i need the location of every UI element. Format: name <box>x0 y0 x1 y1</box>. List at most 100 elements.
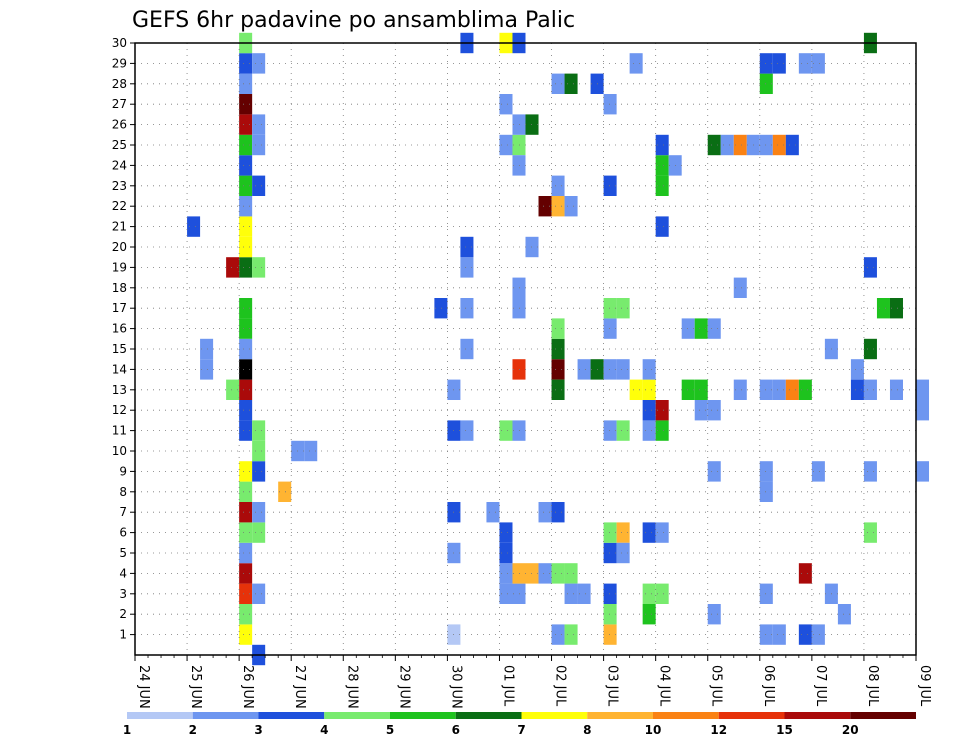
precip-cell <box>616 420 630 441</box>
precip-cell <box>863 257 877 278</box>
precip-cell <box>655 522 669 543</box>
precip-cell <box>707 604 721 625</box>
precip-cell <box>629 379 643 400</box>
precip-cell <box>252 175 266 196</box>
precip-cell <box>512 359 526 380</box>
y-tick-label: 29 <box>112 56 127 70</box>
precip-cell <box>603 298 617 319</box>
precip-cell <box>538 196 552 217</box>
chart-title: GEFS 6hr padavine po ansamblima Palic <box>132 8 575 33</box>
precip-cell <box>239 379 253 400</box>
x-tick-label: 08 JUL <box>865 665 880 707</box>
legend-swatch <box>258 712 325 719</box>
x-tick-label: 25 JUN <box>188 665 203 709</box>
y-tick-label: 4 <box>119 566 127 580</box>
precip-cell <box>603 542 617 564</box>
precip-cell <box>785 134 799 156</box>
precip-cell <box>525 563 539 584</box>
precip-cell <box>252 53 266 74</box>
precip-cell <box>239 481 253 502</box>
precip-cell <box>239 53 253 74</box>
precip-cell <box>252 583 266 604</box>
precip-cell <box>200 338 214 360</box>
legend-label: 10 <box>645 723 662 737</box>
legend-swatch <box>455 712 522 719</box>
y-tick-label: 13 <box>112 383 127 397</box>
precip-cell <box>499 522 513 543</box>
precip-cell <box>785 379 799 400</box>
precip-cell <box>460 257 474 278</box>
precip-cell <box>551 359 565 380</box>
y-tick-label: 27 <box>112 97 127 111</box>
precip-cell <box>577 359 591 380</box>
precip-cell <box>629 53 643 74</box>
precip-cell <box>551 318 565 339</box>
precip-cell <box>486 502 500 523</box>
y-tick-label: 1 <box>119 628 127 642</box>
precip-cell <box>759 53 773 74</box>
precip-cell <box>655 400 669 421</box>
precip-cell <box>239 175 253 196</box>
x-tick-label: 29 JUN <box>396 665 411 709</box>
precip-cell <box>798 624 812 645</box>
precip-cell <box>252 114 266 135</box>
precip-cell <box>551 73 565 94</box>
precip-cell <box>239 134 253 156</box>
precip-cell <box>577 583 591 604</box>
precip-cell <box>304 440 318 462</box>
precip-cell <box>603 522 617 543</box>
precip-cell <box>551 196 565 217</box>
y-tick-label: 19 <box>112 260 127 274</box>
precip-cell <box>655 155 669 176</box>
precip-cell <box>512 134 526 156</box>
legend-label: 15 <box>776 723 793 737</box>
legend-swatch <box>784 712 851 719</box>
precip-cell <box>499 542 513 564</box>
precip-cell <box>239 155 253 176</box>
precip-cell <box>837 604 851 625</box>
precip-cell <box>642 379 656 400</box>
x-tick-label: 09 JUL <box>917 665 932 707</box>
color-legend: 1 2 3 4 5 6 7 8 10 12 15 20 <box>123 712 916 737</box>
y-axis-ticks: 1234567891011121314151617181920212223242… <box>112 36 135 642</box>
precip-cell <box>239 257 253 278</box>
x-axis-ticks: 24 JUN 25 JUN 26 JUN 27 JUN 28 JUN 29 JUN 30 J… <box>134 655 932 709</box>
precip-cell <box>863 461 877 482</box>
x-tick-label: 27 JUN <box>292 665 307 709</box>
precip-cell <box>538 502 552 523</box>
precip-cell <box>759 481 773 502</box>
precip-cell <box>551 379 565 400</box>
y-tick-label: 22 <box>112 199 127 213</box>
x-tick-label: 03 JUL <box>605 665 620 707</box>
legend-label: 12 <box>710 723 727 737</box>
precip-cell <box>850 379 864 400</box>
precip-cell <box>811 53 825 74</box>
precip-cell <box>863 379 877 400</box>
precip-cell <box>759 379 773 400</box>
precip-cell <box>239 400 253 421</box>
legend-swatch <box>127 712 193 719</box>
y-tick-label: 30 <box>112 36 127 50</box>
precip-cell <box>863 338 877 360</box>
precip-cell <box>798 379 812 400</box>
precip-cell <box>239 114 253 135</box>
precip-cell <box>616 522 630 543</box>
precip-cell <box>252 502 266 523</box>
x-tick-label: 30 JUN <box>448 665 463 709</box>
x-tick-label: 04 JUL <box>657 665 672 707</box>
precip-cell <box>239 196 253 217</box>
precip-cell <box>564 583 578 604</box>
precip-cell <box>564 563 578 584</box>
precip-cell <box>512 277 526 298</box>
precip-cell <box>239 624 253 645</box>
legend-label: 5 <box>386 723 394 737</box>
precip-cell <box>187 216 201 237</box>
precip-cell <box>278 481 292 502</box>
precip-cell <box>642 420 656 441</box>
precip-cell <box>694 379 708 400</box>
precip-cell <box>434 298 448 319</box>
precip-cell <box>642 604 656 625</box>
precip-cell <box>642 359 656 380</box>
precip-cell <box>252 420 266 441</box>
